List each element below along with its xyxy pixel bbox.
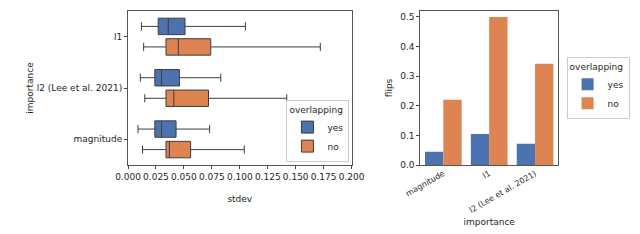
svg-text:no: no xyxy=(608,99,620,109)
svg-text:0.050: 0.050 xyxy=(171,172,197,182)
svg-text:0.2: 0.2 xyxy=(400,101,414,111)
svg-text:l1: l1 xyxy=(481,169,492,180)
svg-text:0.4: 0.4 xyxy=(400,42,415,52)
svg-text:0.125: 0.125 xyxy=(255,172,281,182)
svg-text:flips: flips xyxy=(384,78,394,97)
svg-text:0.100: 0.100 xyxy=(227,172,253,182)
svg-text:overlapping: overlapping xyxy=(570,62,623,72)
svg-text:importance: importance xyxy=(463,217,515,227)
svg-text:stdev: stdev xyxy=(227,194,252,204)
svg-text:0.3: 0.3 xyxy=(400,71,414,81)
svg-text:no: no xyxy=(327,142,339,152)
svg-text:0.200: 0.200 xyxy=(339,172,365,182)
svg-text:0.075: 0.075 xyxy=(199,172,225,182)
svg-text:0.000: 0.000 xyxy=(115,172,141,182)
svg-text:magnitude: magnitude xyxy=(74,134,123,144)
svg-text:overlapping: overlapping xyxy=(289,105,342,115)
svg-text:0.025: 0.025 xyxy=(143,172,169,182)
svg-text:0.1: 0.1 xyxy=(400,131,414,141)
svg-text:0.175: 0.175 xyxy=(311,172,337,182)
svg-text:0.150: 0.150 xyxy=(283,172,309,182)
svg-text:yes: yes xyxy=(327,123,343,133)
svg-text:l2 (Lee et al. 2021): l2 (Lee et al. 2021) xyxy=(37,83,122,93)
svg-text:l1: l1 xyxy=(114,32,122,42)
svg-text:0.5: 0.5 xyxy=(400,12,414,22)
svg-text:l2 (Lee et al. 2021): l2 (Lee et al. 2021) xyxy=(468,169,538,215)
svg-text:0.0: 0.0 xyxy=(400,160,415,170)
svg-text:importance: importance xyxy=(25,62,35,114)
svg-text:yes: yes xyxy=(608,80,624,90)
svg-text:magnitude: magnitude xyxy=(404,169,446,198)
